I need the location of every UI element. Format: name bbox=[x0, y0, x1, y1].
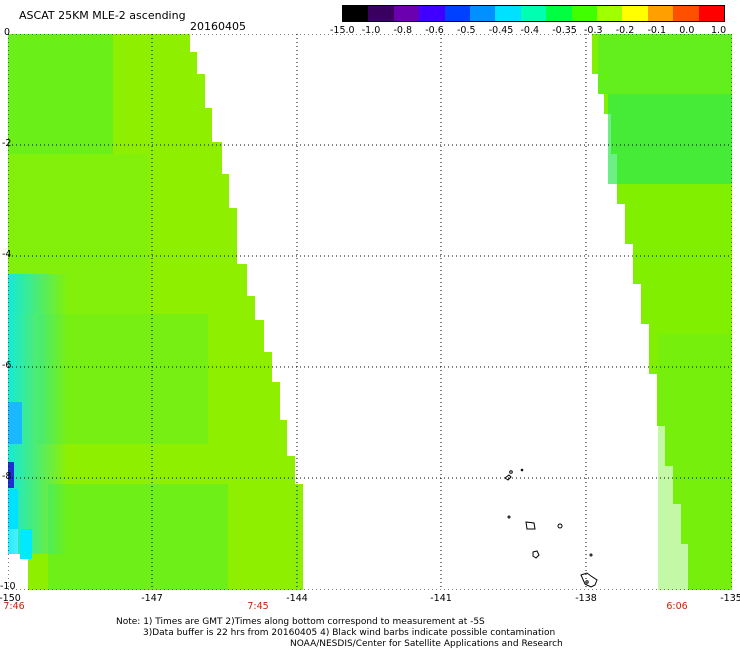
lon-label-2: -144 bbox=[286, 593, 308, 604]
colorbar-swatch bbox=[419, 6, 445, 21]
swath-map bbox=[8, 34, 732, 590]
colorbar-tick-label: -15.0 bbox=[330, 25, 355, 36]
colorbar-swatch bbox=[571, 6, 598, 21]
colorbar bbox=[342, 5, 725, 22]
colorbar-swatch bbox=[470, 6, 496, 21]
colorbar-swatch bbox=[343, 6, 369, 21]
lat-label-2: -4 bbox=[2, 249, 12, 260]
lon-label-0: -150 bbox=[0, 593, 21, 604]
colorbar-swatch bbox=[622, 6, 648, 21]
island-outlines bbox=[504, 468, 598, 588]
colorbar-tick-label: -0.35 bbox=[552, 25, 577, 36]
colorbar-swatch bbox=[698, 6, 725, 21]
colorbar-swatch bbox=[444, 6, 471, 21]
colorbar-labels: -15.0 -1.0 -0.8 -0.6 -0.5 -0.45 -0.4 -0.35 -0.3 -… bbox=[330, 25, 730, 37]
colorbar-tick-label: 0.0 bbox=[679, 25, 695, 36]
footer-note-1: Note: 1) Times are GMT 2)Times along bot… bbox=[116, 617, 485, 627]
lat-label-0: 0 bbox=[4, 27, 11, 38]
colorbar-swatch bbox=[520, 6, 547, 21]
footer-note-2: 3)Data buffer is 22 hrs from 20160405 4)… bbox=[143, 628, 556, 638]
left-swath bbox=[8, 34, 303, 590]
lon-label-5: -135 bbox=[720, 593, 740, 604]
colorbar-tick-label: -0.5 bbox=[457, 25, 476, 36]
colorbar-tick-label: -0.1 bbox=[647, 25, 667, 36]
colorbar-tick-label: 1.0 bbox=[711, 25, 727, 36]
right-swath bbox=[592, 34, 732, 590]
time-label-right: 6:06 bbox=[666, 601, 688, 612]
time-label-middle: 7:45 bbox=[247, 601, 269, 612]
lon-label-1: -147 bbox=[141, 593, 163, 604]
colorbar-swatch bbox=[495, 6, 521, 21]
colorbar-swatch bbox=[546, 6, 572, 21]
map-title: ASCAT 25KM MLE-2 ascending bbox=[19, 9, 186, 22]
lon-label-3: -141 bbox=[430, 593, 452, 604]
lat-label-1: -2 bbox=[2, 138, 12, 149]
colorbar-tick-label: -0.6 bbox=[425, 25, 444, 36]
time-label-left: 7:46 bbox=[3, 601, 25, 612]
lat-label-4: -8 bbox=[2, 471, 12, 482]
footer-note-3: NOAA/NESDIS/Center for Satellite Applica… bbox=[290, 639, 563, 649]
colorbar-tick-label: -0.8 bbox=[393, 25, 413, 36]
map-date: 20160405 bbox=[190, 20, 246, 33]
colorbar-swatch bbox=[368, 6, 394, 21]
colorbar-tick-label: -0.3 bbox=[584, 25, 603, 36]
lat-label-3: -6 bbox=[2, 360, 12, 371]
lon-label-4: -138 bbox=[575, 593, 597, 604]
graticule bbox=[8, 34, 732, 590]
lat-label-5: -10 bbox=[0, 581, 16, 592]
colorbar-tick-label: -0.4 bbox=[520, 25, 540, 36]
colorbar-tick-label: -1.0 bbox=[361, 25, 381, 36]
colorbar-swatch bbox=[673, 6, 699, 21]
colorbar-tick-label: -0.45 bbox=[488, 25, 514, 36]
colorbar-swatch bbox=[597, 6, 623, 21]
colorbar-swatch bbox=[393, 6, 420, 21]
colorbar-swatch bbox=[647, 6, 674, 21]
colorbar-tick-label: -0.2 bbox=[615, 25, 635, 36]
